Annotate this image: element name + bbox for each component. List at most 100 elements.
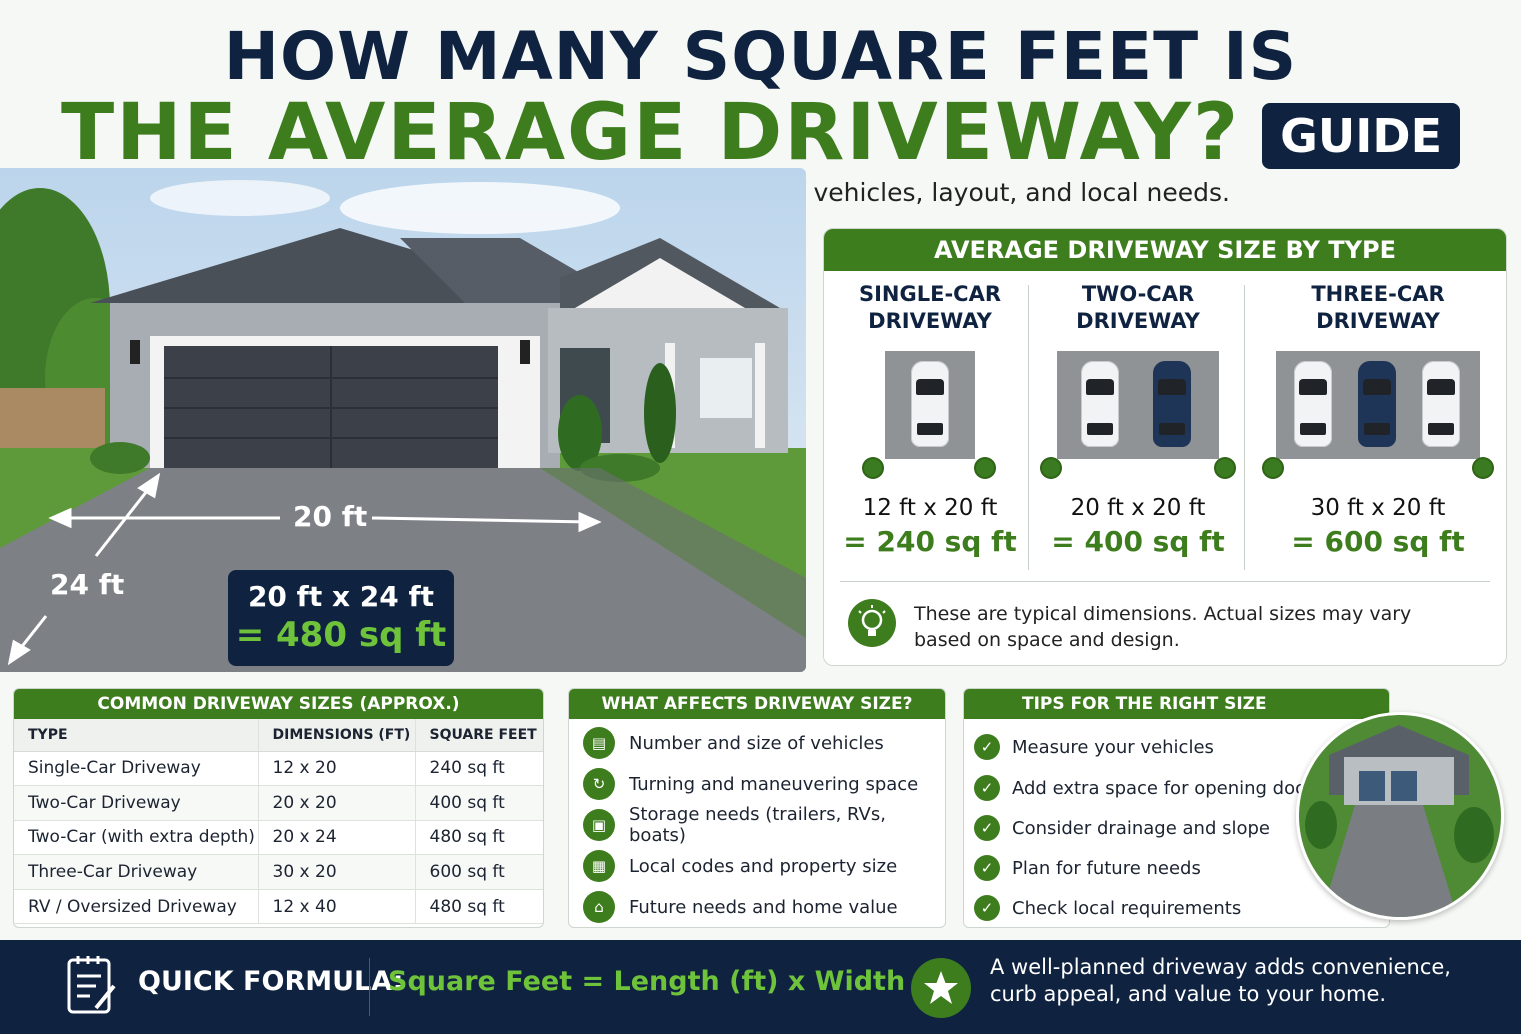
type-name: THREE-CAR DRIVEWAY: [1256, 281, 1500, 341]
list-item: ✓ Consider drainage and slope: [974, 814, 1270, 842]
car-icon: [1153, 361, 1191, 447]
table-row: RV / Oversized Driveway 12 x 40 480 sq f…: [14, 889, 543, 925]
list-item: ▤ Number and size of vehicles: [583, 727, 884, 759]
list-item: ⌂ Future needs and home value: [583, 891, 898, 923]
table-row: Two-Car Driveway 20 x 20 400 sq ft: [14, 785, 543, 821]
type-name: TWO-CAR DRIVEWAY: [1032, 281, 1244, 341]
type-area: = 240 sq ft: [843, 525, 1017, 558]
divider: [369, 958, 370, 1016]
type-dims: 30 ft x 20 ft: [1310, 495, 1446, 521]
footer-note: A well-planned driveway adds convenience…: [990, 955, 1451, 1006]
footer-bar: QUICK FORMULA: Square Feet = Length (ft)…: [0, 940, 1521, 1034]
table-cell: 20 x 20: [257, 785, 415, 821]
list-item: ✓ Add extra space for opening doors: [974, 774, 1323, 802]
shrub-icon: [1042, 459, 1060, 477]
tip-label: Plan for future needs: [1012, 857, 1201, 879]
title-line-2: THE AVERAGE DRIVEWAY?: [60, 88, 1241, 178]
check-icon: ✓: [974, 855, 1000, 881]
formula-text: Square Feet = Length (ft) x Width (ft): [388, 966, 964, 997]
type-dims: 12 ft x 20 ft: [862, 495, 998, 521]
type-two-car: TWO-CAR DRIVEWAY 20 ft x 20 ft = 400 sq …: [1032, 281, 1244, 558]
check-icon: ✓: [974, 775, 1000, 801]
trailer-icon: ▣: [583, 809, 615, 841]
car-icon: [1422, 361, 1460, 447]
formula-label: QUICK FORMULA:: [138, 966, 404, 997]
table-cell: 240 sq ft: [414, 751, 543, 787]
divider: [840, 581, 1490, 582]
home-value-icon: ⌂: [583, 891, 615, 923]
tips-title: TIPS FOR THE RIGHT SIZE: [964, 689, 1389, 719]
type-dims: 20 ft x 20 ft: [1070, 495, 1206, 521]
table-cell: Two-Car Driveway: [14, 785, 258, 821]
hero-dims: 20 ft x 24 ft: [247, 580, 435, 613]
table-cell: 12 x 40: [257, 889, 415, 925]
type-area: = 400 sq ft: [1051, 525, 1225, 558]
factor-label: Turning and maneuvering space: [629, 773, 919, 795]
table-cell: 30 x 20: [257, 854, 415, 890]
hero-dimension-box: 20 ft x 24 ft = 480 sq ft: [228, 570, 454, 666]
driveway-type-panel: AVERAGE DRIVEWAY SIZE BY TYPE SINGLE-CAR…: [823, 228, 1507, 666]
turn-icon: ↻: [583, 768, 615, 800]
type-name-line-1: TWO-CAR: [1081, 282, 1195, 306]
table-cell: Two-Car (with extra depth): [14, 820, 258, 856]
table-cell: Single-Car Driveway: [14, 751, 258, 787]
check-icon: ✓: [974, 895, 1000, 921]
type-name-line-2: DRIVEWAY: [1316, 309, 1440, 333]
sizes-table-title: COMMON DRIVEWAY SIZES (APPROX.): [14, 689, 543, 719]
hero-area: = 480 sq ft: [235, 615, 447, 655]
shrub-icon: [1216, 459, 1234, 477]
car-icon: [1081, 361, 1119, 447]
list-item: ▦ Local codes and property size: [583, 850, 897, 882]
factor-label: Storage needs (trailers, RVs, boats): [629, 804, 886, 846]
tip-label: Measure your vehicles: [1012, 736, 1214, 758]
car-icon: [1294, 361, 1332, 447]
car-icon: ▤: [583, 727, 615, 759]
table-cell: 12 x 20: [257, 751, 415, 787]
column-header: SQUARE FEET: [414, 719, 543, 752]
type-area: = 600 sq ft: [1291, 525, 1465, 558]
driveway-slab: [885, 351, 975, 459]
shrub-icon: [864, 459, 882, 477]
list-item: ✓ Check local requirements: [974, 894, 1241, 922]
title-line-2-row: THE AVERAGE DRIVEWAY? GUIDE: [0, 88, 1521, 178]
divider: [1028, 285, 1029, 570]
type-panel-note: These are typical dimensions. Actual siz…: [914, 603, 1412, 651]
aerial-house-photo: [1296, 712, 1504, 920]
factors-title: WHAT AFFECTS DRIVEWAY SIZE?: [569, 689, 945, 719]
shrub-icon: [1264, 459, 1282, 477]
type-name-line-1: THREE-CAR: [1311, 282, 1445, 306]
guide-badge: GUIDE: [1262, 103, 1460, 169]
table-cell: 600 sq ft: [414, 854, 543, 890]
type-panel-title: AVERAGE DRIVEWAY SIZE BY TYPE: [824, 229, 1506, 271]
lightbulb-icon: [848, 599, 896, 647]
factor-label: Local codes and property size: [629, 855, 898, 877]
shrub-icon: [1474, 459, 1492, 477]
common-sizes-card: COMMON DRIVEWAY SIZES (APPROX.) TYPE DIM…: [13, 688, 544, 928]
tip-label: Check local requirements: [1012, 897, 1242, 919]
star-icon: [911, 958, 971, 1018]
shrub-icon: [976, 459, 994, 477]
driveway-slab: [1057, 351, 1219, 459]
list-item: ▣ Storage needs (trailers, RVs, boats): [583, 804, 945, 846]
title-line-1: HOW MANY SQUARE FEET IS: [223, 18, 1298, 95]
type-name: SINGLE-CAR DRIVEWAY: [824, 281, 1036, 341]
table-header-row: TYPE DIMENSIONS (FT) SQUARE FEET: [14, 719, 543, 752]
table-cell: 400 sq ft: [414, 785, 543, 821]
clipboard-icon: [66, 954, 118, 1016]
factor-label: Number and size of vehicles: [629, 732, 884, 754]
type-single-car: SINGLE-CAR DRIVEWAY 12 ft x 20 ft = 240 …: [824, 281, 1036, 558]
type-name-line-2: DRIVEWAY: [1076, 309, 1200, 333]
tip-label: Consider drainage and slope: [1012, 817, 1270, 839]
table-row: Three-Car Driveway 30 x 20 600 sq ft: [14, 854, 543, 890]
check-icon: ✓: [974, 815, 1000, 841]
list-item: ✓ Plan for future needs: [974, 854, 1201, 882]
type-name-line-2: DRIVEWAY: [868, 309, 992, 333]
table-cell: 480 sq ft: [414, 889, 543, 925]
column-header: DIMENSIONS (FT): [257, 719, 415, 752]
list-item: ✓ Measure your vehicles: [974, 733, 1214, 761]
table-cell: 20 x 24: [257, 820, 415, 856]
divider: [1244, 285, 1245, 570]
list-item: ↻ Turning and maneuvering space: [583, 768, 918, 800]
type-name-line-1: SINGLE-CAR: [858, 282, 1002, 306]
table-row: Two-Car (with extra depth) 20 x 24 480 s…: [14, 820, 543, 856]
